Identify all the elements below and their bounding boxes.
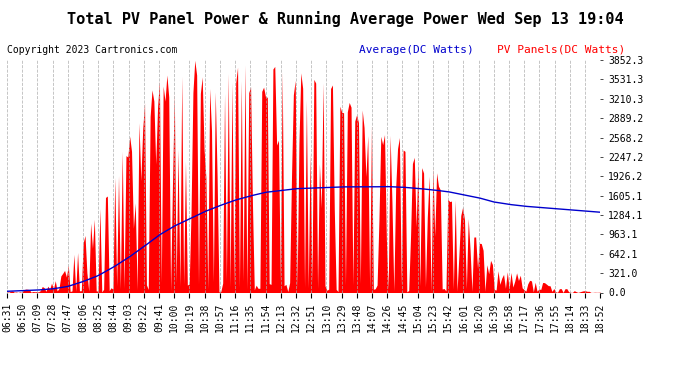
Text: Copyright 2023 Cartronics.com: Copyright 2023 Cartronics.com [7,45,177,55]
Text: Average(DC Watts): Average(DC Watts) [359,45,473,55]
Text: PV Panels(DC Watts): PV Panels(DC Watts) [497,45,625,55]
Text: Total PV Panel Power & Running Average Power Wed Sep 13 19:04: Total PV Panel Power & Running Average P… [67,11,623,27]
